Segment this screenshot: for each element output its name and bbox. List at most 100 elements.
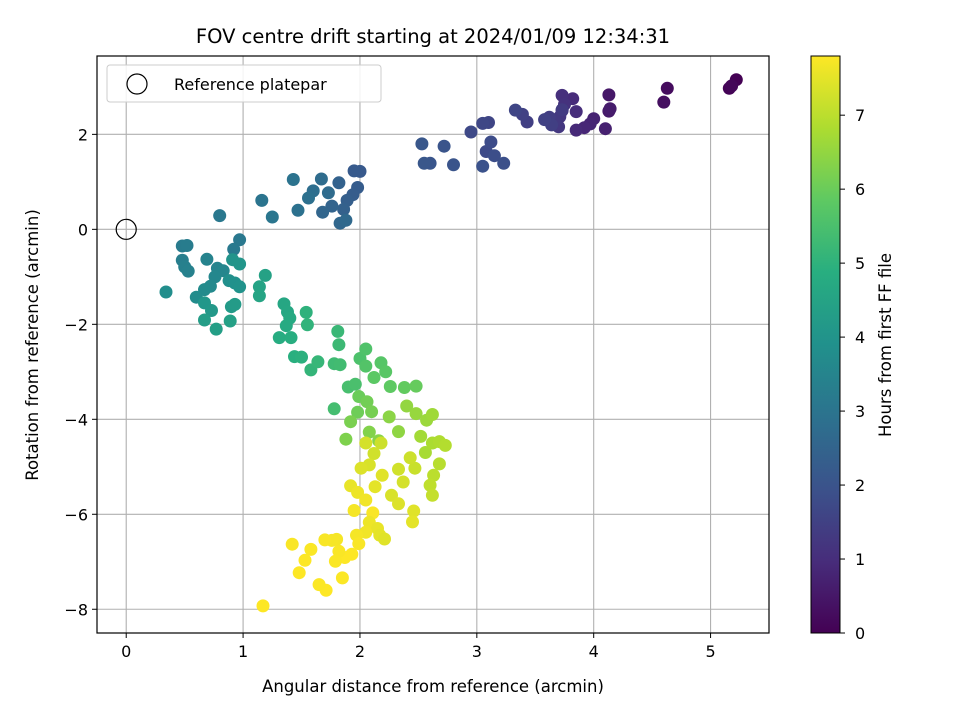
colorbar-tick-label: 6 (855, 180, 865, 199)
data-point (351, 405, 365, 419)
x-tick-label: 5 (705, 642, 715, 661)
data-point (392, 425, 405, 439)
data-point (569, 123, 583, 137)
data-point (180, 239, 194, 252)
data-point (332, 544, 346, 558)
colorbar-tick-label: 5 (855, 254, 865, 273)
data-point (328, 554, 342, 568)
data-point (302, 191, 315, 205)
data-point (409, 407, 423, 421)
data-point (476, 159, 490, 173)
data-point (228, 297, 242, 311)
x-axis-label: Angular distance from reference (arcmin) (262, 677, 604, 696)
data-point (602, 88, 616, 102)
data-point (538, 113, 552, 127)
data-point (438, 438, 452, 452)
data-point (198, 313, 211, 327)
data-point (284, 331, 298, 345)
data-point (392, 497, 405, 511)
data-point (425, 488, 439, 502)
data-point (408, 461, 422, 475)
data-point (252, 289, 266, 303)
data-point (272, 331, 286, 345)
colorbar-label: Hours from first FF file (876, 253, 895, 437)
data-point (279, 319, 293, 333)
y-tick-label: 2 (78, 125, 88, 144)
data-point (367, 371, 381, 384)
data-point (316, 205, 330, 219)
data-point (331, 324, 345, 338)
data-point (414, 429, 428, 443)
data-point (291, 203, 305, 217)
data-point (379, 365, 393, 379)
data-point (359, 342, 373, 356)
x-axis-ticks: 0 1 2 3 4 5 (121, 633, 716, 661)
data-point (311, 355, 325, 369)
data-point (335, 571, 349, 585)
data-point (209, 322, 223, 336)
data-point (265, 210, 279, 224)
data-point (425, 408, 439, 421)
data-point (403, 451, 417, 465)
data-point (418, 446, 432, 459)
data-point (497, 156, 511, 170)
data-point (415, 137, 429, 151)
data-point (508, 103, 522, 117)
chart-title: FOV centre drift starting at 2024/01/09 … (196, 25, 670, 48)
data-point (298, 553, 312, 567)
colorbar: 0 1 2 3 4 5 6 7 Hours from first FF file (810, 55, 895, 643)
data-point (344, 415, 358, 429)
data-points (115, 73, 743, 613)
data-point (252, 280, 266, 294)
colorbar-tick-label: 2 (855, 476, 865, 495)
colorbar-gradient (810, 55, 841, 634)
data-point (367, 447, 381, 460)
y-axis-ticks: −8 −6 −4 −2 0 2 (64, 125, 97, 619)
data-point (725, 79, 739, 93)
data-point (159, 285, 173, 299)
data-point (409, 379, 423, 393)
x-tick-label: 1 (238, 642, 248, 661)
data-point (406, 515, 419, 529)
colorbar-tick-label: 0 (855, 624, 865, 643)
legend-marker-reference-icon (126, 73, 148, 95)
legend-box (106, 64, 382, 103)
data-point (354, 461, 368, 475)
x-tick-label: 2 (355, 642, 365, 661)
data-point (352, 537, 366, 551)
y-tick-label: −6 (64, 505, 88, 524)
data-point (256, 599, 270, 613)
data-point (598, 122, 612, 136)
data-point (392, 462, 405, 476)
data-point (374, 436, 388, 450)
data-point (351, 485, 365, 499)
data-point (423, 478, 437, 492)
legend-label: Reference platepar (174, 75, 327, 94)
data-point (325, 199, 339, 213)
x-tick-label: 0 (121, 642, 131, 661)
data-point (396, 475, 410, 489)
data-point (299, 305, 313, 319)
y-axis-label: Rotation from reference (arcmin) (23, 209, 42, 481)
colorbar-ticks: 0 1 2 3 4 5 6 7 (840, 106, 865, 643)
grid (97, 56, 769, 633)
data-point (337, 202, 351, 216)
legend: Reference platepar (106, 64, 382, 103)
data-point (327, 402, 341, 416)
y-tick-label: −2 (64, 315, 88, 334)
data-point (375, 468, 389, 482)
data-point (359, 436, 373, 450)
y-tick-label: −8 (64, 600, 88, 619)
data-point (339, 213, 353, 227)
data-point (660, 81, 674, 95)
data-point (476, 116, 490, 130)
data-point (484, 135, 498, 149)
x-tick-label: 3 (472, 642, 482, 661)
data-point (332, 176, 346, 190)
data-point (292, 566, 306, 580)
data-point (487, 149, 501, 163)
data-point (332, 338, 346, 352)
data-point (382, 410, 396, 424)
data-point (383, 380, 397, 393)
